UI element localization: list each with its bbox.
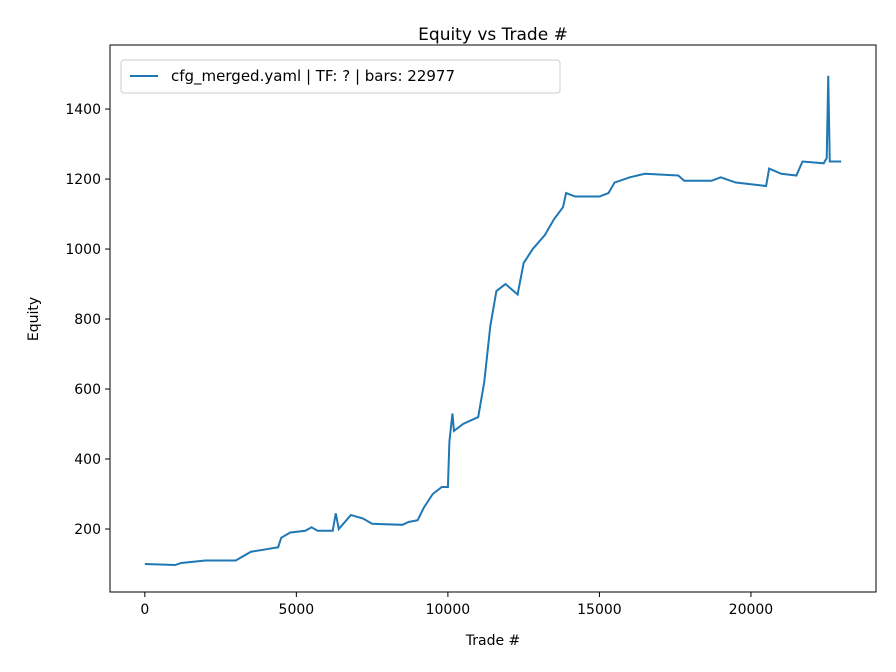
y-tick-label: 1200 — [65, 172, 101, 188]
chart-title: Equity vs Trade # — [418, 25, 568, 45]
y-tick-label: 1400 — [65, 102, 101, 118]
x-tick-label: 15000 — [577, 602, 622, 618]
y-tick-label: 800 — [74, 312, 101, 328]
line — [144, 75, 842, 567]
x-tick-label: 20000 — [729, 602, 774, 618]
legend-box — [120, 59, 561, 94]
y-tick-label: 600 — [74, 382, 101, 398]
y-tick-label: 1000 — [65, 242, 101, 258]
x-tick-label: 10000 — [426, 602, 471, 618]
x-tick-label: 5000 — [279, 602, 315, 618]
axes-frame — [109, 44, 877, 593]
y-axis-label: Equity — [26, 297, 42, 341]
y-tick-label: 200 — [74, 522, 101, 538]
legend-label: cfg_merged.yaml | TF: ? | bars: 22977 — [171, 67, 455, 86]
y-tick-label: 400 — [74, 452, 101, 468]
x-tick-label: 0 — [140, 602, 149, 618]
x-axis-label: Trade # — [465, 633, 521, 649]
